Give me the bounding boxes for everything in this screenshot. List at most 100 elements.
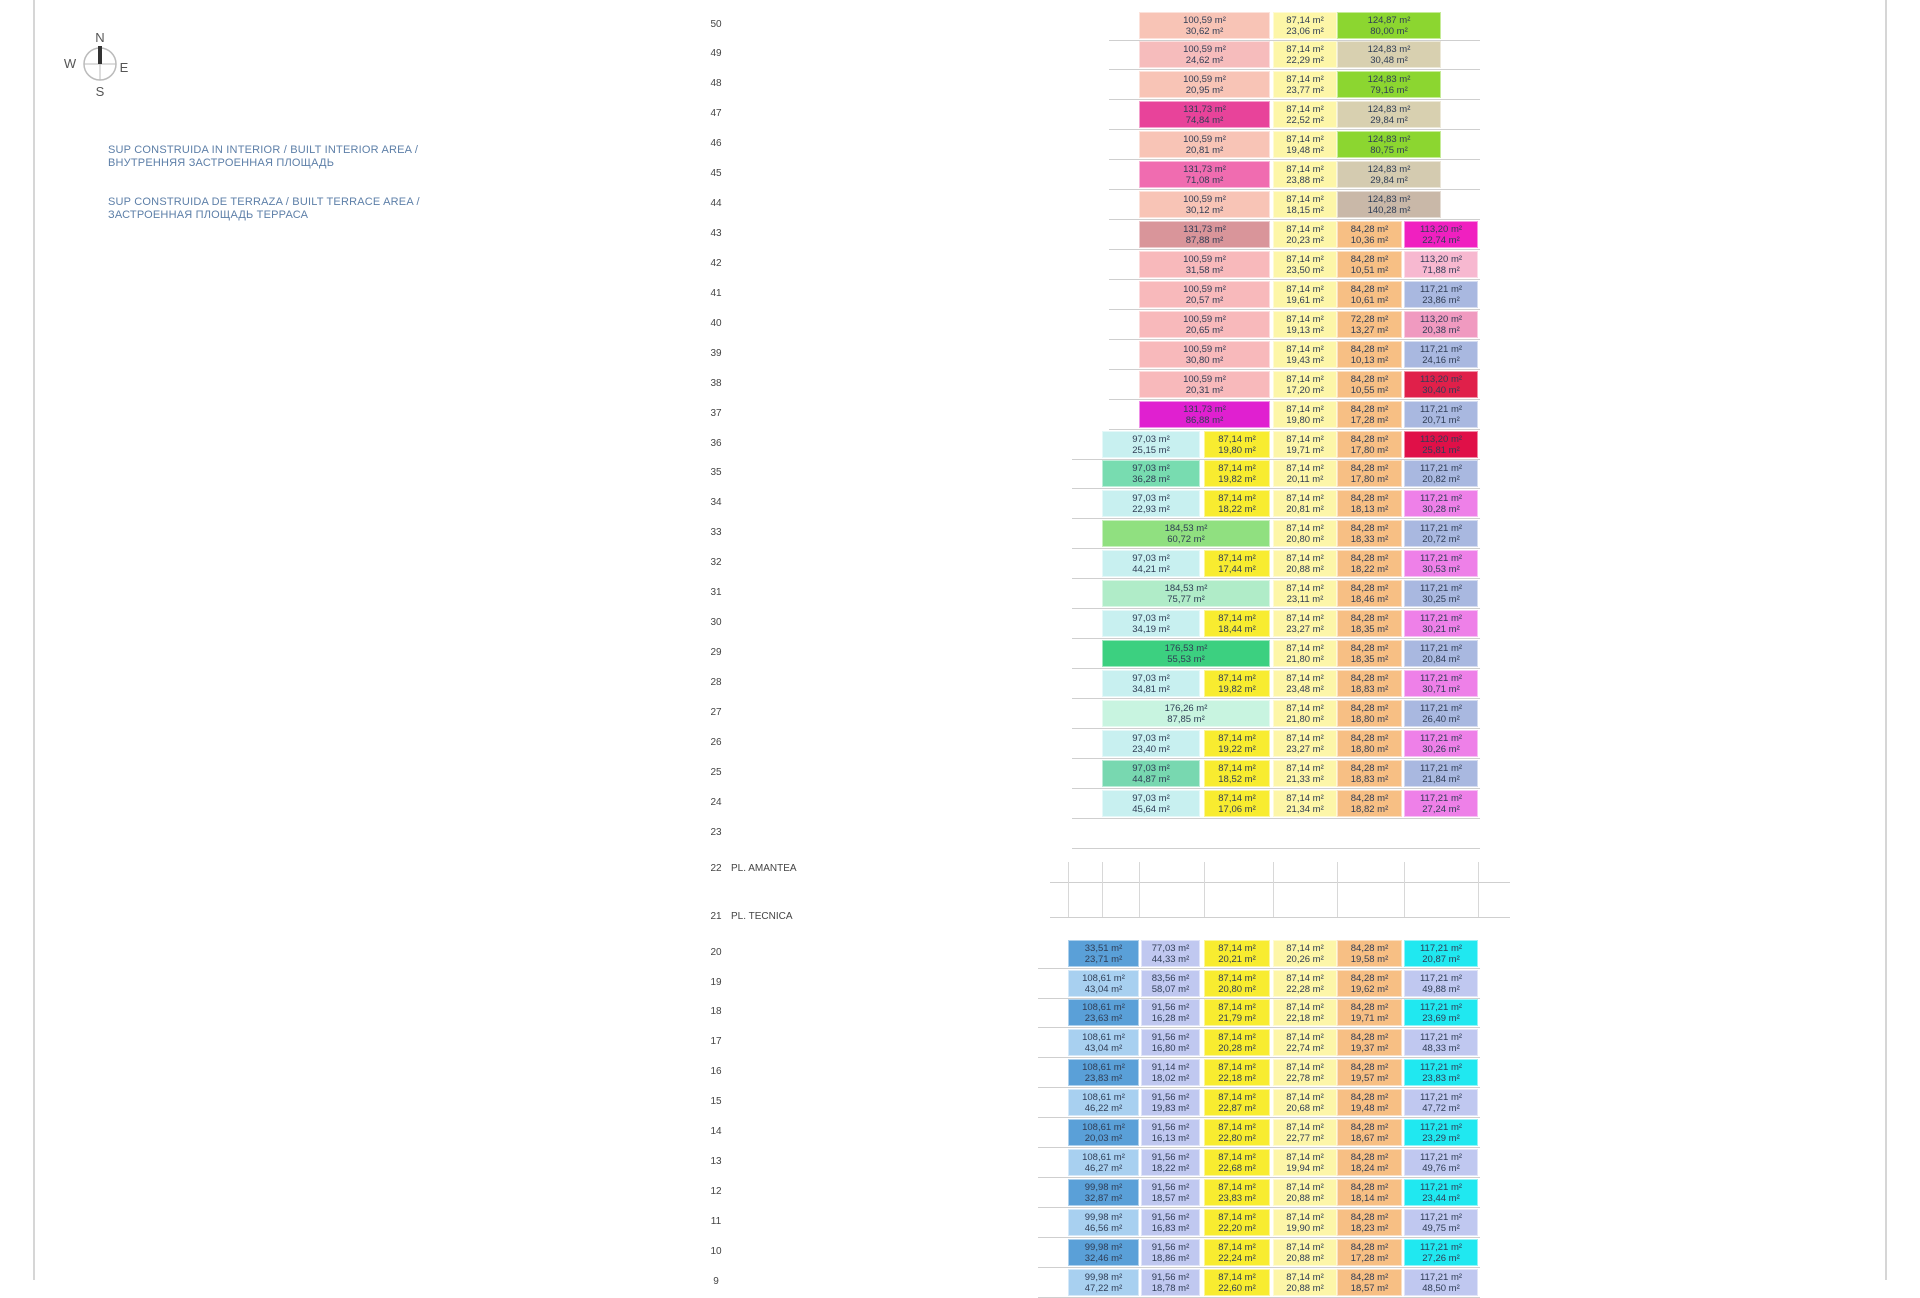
compass-w: W — [64, 56, 77, 71]
structure-line — [1273, 862, 1274, 917]
unit-cell: 87,14 m² 18,15 m² — [1273, 191, 1337, 219]
floor-number: 28 — [710, 676, 722, 688]
unit-cell: 99,98 m² 32,87 m² — [1068, 1178, 1139, 1206]
unit-cell: 124,83 m² 140,28 m² — [1337, 191, 1441, 219]
terrace-area: 19,94 m² — [1286, 1162, 1324, 1174]
floor-slab-line — [1072, 458, 1480, 460]
unit-cell: 87,14 m² 20,11 m² — [1273, 460, 1337, 488]
interior-area: 87,14 m² — [1286, 643, 1324, 655]
interior-area: 87,14 m² — [1286, 313, 1324, 325]
terrace-area: 49,76 m² — [1422, 1162, 1460, 1174]
unit-cell: 91,56 m² 16,80 m² — [1141, 1029, 1200, 1057]
terrace-area: 31,58 m² — [1185, 264, 1224, 276]
terrace-area: 13,27 m² — [1350, 324, 1389, 336]
floor-number: 31 — [710, 587, 722, 599]
unit-cell: 100,59 m² 20,81 m² — [1139, 131, 1270, 159]
floor-slab-line — [1038, 967, 1480, 969]
unit-cell: 84,28 m² 18,83 m² — [1337, 759, 1402, 787]
interior-area: 87,14 m² — [1286, 1211, 1324, 1223]
floor-number: 27 — [710, 706, 722, 718]
terrace-area: 23,83 m² — [1218, 1192, 1256, 1204]
floor-number: 13 — [710, 1155, 722, 1167]
interior-area: 87,14 m² — [1286, 134, 1324, 146]
terrace-area: 23,83 m² — [1084, 1073, 1123, 1085]
interior-area: 131,73 m² — [1183, 164, 1226, 176]
interior-area: 117,21 m² — [1419, 403, 1463, 415]
unit-cell: 117,21 m² 20,87 m² — [1404, 939, 1478, 967]
interior-area: 87,14 m² — [1286, 672, 1324, 684]
terrace-area: 18,35 m² — [1350, 654, 1389, 666]
floor-number: 44 — [710, 198, 722, 210]
unit-cell: 84,28 m² 18,80 m² — [1337, 729, 1402, 757]
unit-cell: 87,14 m² 18,22 m² — [1204, 490, 1270, 518]
unit-cell: 87,14 m² 19,82 m² — [1204, 460, 1270, 488]
terrace-area: 19,61 m² — [1286, 294, 1324, 306]
floor-number: 39 — [710, 347, 722, 359]
unit-cell: 87,14 m² 20,88 m² — [1273, 1238, 1337, 1266]
unit-cell: 117,21 m² 30,26 m² — [1404, 729, 1478, 757]
interior-area: 84,28 m² — [1350, 762, 1389, 774]
floor-number: 36 — [710, 437, 722, 449]
floor-number: 48 — [710, 78, 722, 90]
unit-cell: 117,21 m² 30,21 m² — [1404, 610, 1478, 638]
interior-area: 84,28 m² — [1350, 343, 1389, 355]
unit-cell: 97,03 m² 44,87 m² — [1102, 759, 1200, 787]
interior-area: 131,73 m² — [1183, 224, 1226, 235]
unit-cell: 100,59 m² 20,57 m² — [1139, 280, 1270, 308]
floor-slab-line — [1109, 338, 1480, 340]
unit-cell: 87,14 m² 22,87 m² — [1204, 1089, 1270, 1117]
terrace-area: 20,68 m² — [1286, 1103, 1324, 1115]
terrace-area: 34,19 m² — [1132, 624, 1170, 636]
terrace-area: 58,07 m² — [1151, 983, 1190, 995]
terrace-area: 21,79 m² — [1218, 1013, 1256, 1025]
interior-area: 87,14 m² — [1218, 463, 1256, 475]
terrace-area: 29,84 m² — [1370, 175, 1408, 187]
unit-cell: 176,26 m² 87,85 m² — [1102, 699, 1270, 727]
unit-cell: 117,21 m² 20,84 m² — [1404, 640, 1478, 668]
interior-area: 87,14 m² — [1286, 1032, 1324, 1044]
interior-area: 84,28 m² — [1350, 433, 1389, 445]
unit-cell: 84,28 m² 18,82 m² — [1337, 789, 1402, 817]
terrace-area: 71,08 m² — [1185, 175, 1224, 187]
floor-number: 12 — [710, 1185, 722, 1197]
interior-area: 124,83 m² — [1367, 164, 1411, 176]
terrace-area: 17,44 m² — [1218, 564, 1256, 576]
terrace-area: 17,06 m² — [1218, 803, 1256, 815]
interior-area: 99,98 m² — [1084, 1271, 1123, 1283]
interior-area: 113,20 m² — [1419, 373, 1463, 385]
terrace-area: 55,53 m² — [1167, 654, 1205, 666]
structure-line — [1204, 862, 1205, 917]
terrace-area: 18,78 m² — [1151, 1282, 1190, 1294]
interior-area: 100,59 m² — [1183, 44, 1226, 56]
unit-cell: 117,21 m² 21,84 m² — [1404, 759, 1478, 787]
unit-cell: 87,14 m² 23,11 m² — [1273, 580, 1337, 608]
interior-area: 117,21 m² — [1419, 523, 1463, 535]
terrace-area: 43,04 m² — [1084, 1043, 1123, 1055]
interior-area: 83,56 m² — [1151, 972, 1190, 984]
unit-cell: 87,14 m² 19,48 m² — [1273, 131, 1337, 159]
unit-cell: 84,28 m² 18,14 m² — [1337, 1178, 1402, 1206]
structure-line — [1404, 862, 1405, 917]
terrace-area: 18,83 m² — [1350, 773, 1389, 785]
compass-rose: N S E W — [60, 28, 140, 108]
interior-area: 113,20 m² — [1419, 313, 1463, 325]
terrace-area: 23,11 m² — [1286, 594, 1324, 606]
floor-number: 35 — [710, 467, 722, 479]
interior-area: 176,26 m² — [1164, 702, 1208, 714]
floor-number: 22 — [710, 863, 722, 874]
floor-number: 42 — [710, 257, 722, 269]
terrace-area: 44,33 m² — [1151, 953, 1190, 965]
floor-slab-line — [1109, 278, 1480, 280]
interior-area: 84,28 m² — [1350, 613, 1389, 625]
unit-cell: 84,28 m² 18,13 m² — [1337, 490, 1402, 518]
interior-area: 84,28 m² — [1350, 1002, 1389, 1014]
interior-area: 87,14 m² — [1286, 553, 1324, 565]
interior-area: 117,21 m² — [1419, 1062, 1463, 1074]
unit-cell: 100,59 m² 20,95 m² — [1139, 71, 1270, 99]
floor-number: 16 — [710, 1066, 722, 1078]
unit-cell: 117,21 m² 47,72 m² — [1404, 1089, 1478, 1117]
terrace-area: 20,21 m² — [1218, 953, 1256, 965]
legend-interior-area: SUP CONSTRUIDA IN INTERIOR / BUILT INTER… — [108, 144, 419, 169]
interior-area: 84,28 m² — [1350, 463, 1389, 475]
unit-cell: 117,21 m² 48,50 m² — [1404, 1268, 1478, 1296]
